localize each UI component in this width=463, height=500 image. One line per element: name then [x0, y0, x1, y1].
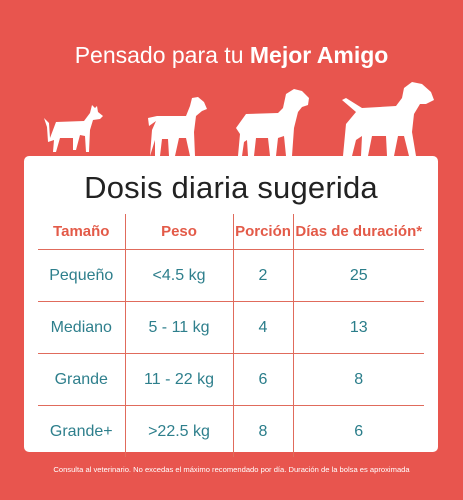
- headline-emphasis: Mejor Amigo: [249, 42, 389, 68]
- extra-large-dog-icon: [342, 82, 434, 156]
- column-header-size: Tamaño: [38, 214, 125, 250]
- card-title: Dosis diaria sugerida: [84, 170, 378, 205]
- cell-size: Grande+: [49, 422, 113, 440]
- cell-portion: 2: [232, 249, 293, 302]
- table-row: Grande+ >22.5 kg 8 6: [38, 405, 424, 457]
- headline-prefix: Pensado para tu: [74, 42, 250, 68]
- cell-duration: 25: [292, 249, 424, 302]
- cell-portion: 8: [232, 405, 293, 457]
- cell-size: Mediano: [38, 301, 125, 354]
- column-header-duration: Días de duración*: [292, 214, 424, 250]
- column-header-portion: Porción: [232, 214, 293, 250]
- table-header-row: Tamaño Peso Porción Días de duración*: [38, 214, 424, 250]
- cell-size: Pequeño: [38, 249, 125, 302]
- cell-portion: 4: [232, 301, 293, 354]
- dosage-card: Dosis diaria sugerida Tamaño Peso Porció…: [24, 156, 438, 457]
- cell-weight: >22.5 kg: [124, 405, 233, 457]
- medium-dog-icon: [148, 97, 207, 156]
- footnote: Consulta al veterinario. No excedas el m…: [53, 465, 410, 474]
- table-row: Grande 11 - 22 kg 6 8: [38, 353, 424, 406]
- table-row: Pequeño <4.5 kg 2 25: [38, 249, 424, 302]
- cell-duration: 6: [292, 405, 424, 457]
- table-row: Mediano 5 - 11 kg 4 13: [38, 301, 424, 354]
- dosage-table: Tamaño Peso Porción Días de duración* Pe…: [38, 214, 424, 457]
- cell-duration: 13: [292, 301, 424, 354]
- cell-weight: <4.5 kg: [124, 249, 233, 302]
- cell-weight: 5 - 11 kg: [124, 301, 233, 354]
- dog-silhouettes: [44, 82, 434, 156]
- headline: Pensado para tu Mejor Amigo: [0, 42, 463, 69]
- column-header-weight: Peso: [124, 214, 233, 250]
- small-dog-icon: [44, 105, 103, 152]
- cell-size: Grande: [38, 353, 125, 406]
- cell-portion: 6: [232, 353, 293, 406]
- large-dog-icon: [236, 89, 309, 156]
- cell-duration: 8: [292, 353, 424, 406]
- cell-weight: 11 - 22 kg: [124, 353, 233, 406]
